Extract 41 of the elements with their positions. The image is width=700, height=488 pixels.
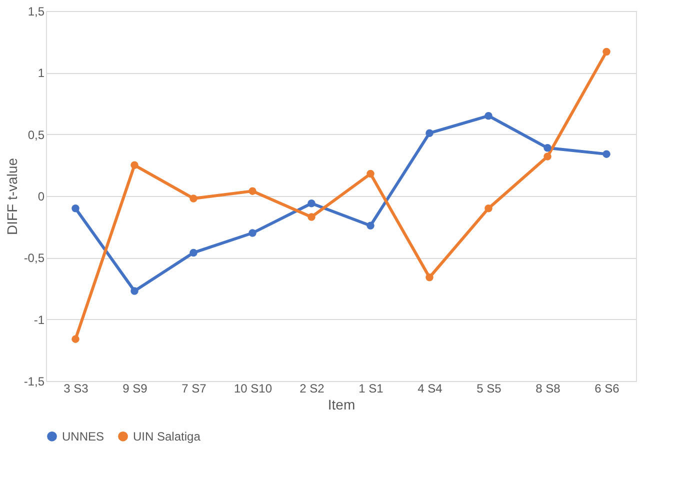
point [72, 335, 80, 343]
x-tick-label: 7 S7 [182, 382, 207, 396]
x-tick-label: 8 S8 [536, 382, 561, 396]
point [190, 194, 198, 202]
legend-label: UIN Salatiga [133, 429, 201, 444]
y-tick-label: 1,5 [28, 4, 45, 18]
y-tick-label: -1 [34, 312, 45, 327]
legend-label: UNNES [62, 429, 104, 444]
point [484, 112, 492, 120]
point [426, 129, 434, 137]
point [426, 274, 434, 282]
x-tick-label: 10 S10 [234, 382, 272, 396]
point [130, 287, 138, 295]
point [248, 229, 256, 237]
point [544, 144, 552, 152]
x-tick-label: 4 S4 [418, 382, 443, 396]
y-tick-label: 0,5 [28, 128, 45, 142]
point [130, 161, 138, 170]
point [248, 187, 256, 195]
x-tick-label: 2 S2 [300, 382, 325, 396]
y-tick-label: -1,5 [24, 374, 45, 388]
x-tick-label: 5 S5 [476, 382, 502, 396]
x-axis-title: Item [328, 396, 356, 412]
x-tick-label: 9 S9 [122, 382, 148, 396]
x-tick-label: 6 S6 [594, 382, 620, 396]
y-axis-title: DIFF t-value [4, 158, 20, 236]
point [484, 204, 492, 212]
y-tick-label: -0,5 [24, 251, 45, 266]
point [308, 200, 316, 208]
point [190, 248, 198, 257]
y-tick-label: 0 [38, 190, 45, 204]
point [72, 204, 80, 212]
point [308, 213, 316, 221]
point [366, 222, 374, 230]
point [366, 170, 374, 178]
x-tick-label: 3 S3 [64, 382, 89, 396]
point [602, 48, 610, 56]
x-tick-label: 1 S1 [358, 382, 384, 396]
y-tick-label: 1 [38, 66, 45, 80]
point [602, 150, 610, 158]
point [544, 152, 552, 160]
